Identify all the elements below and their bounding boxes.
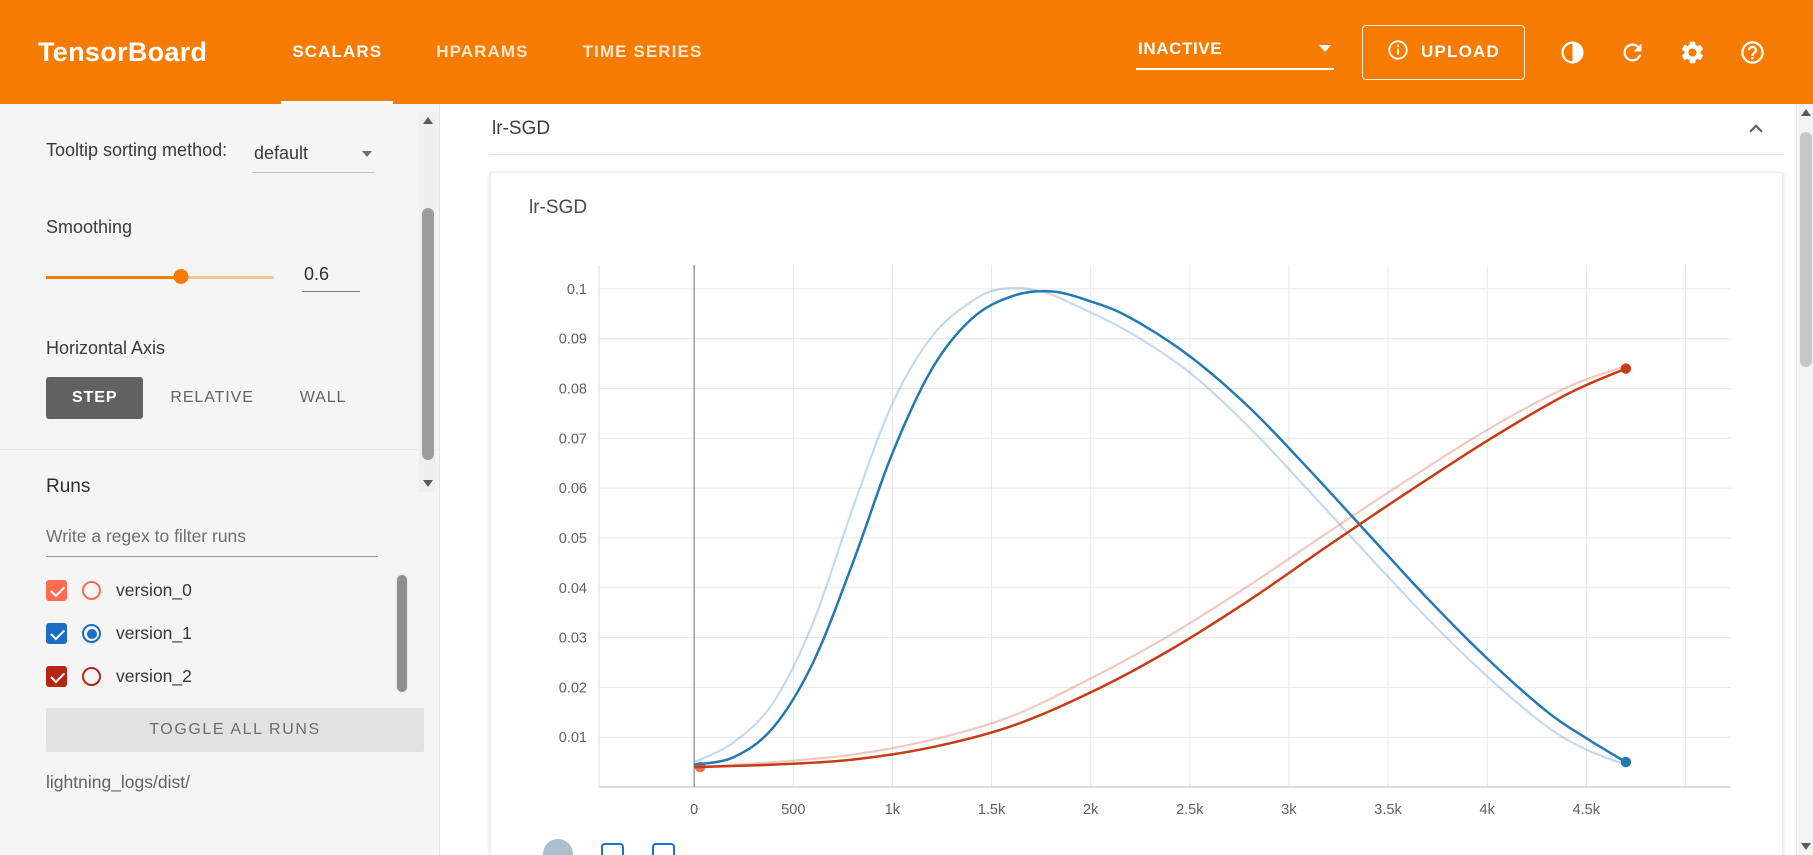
svg-text:0.02: 0.02: [559, 680, 587, 696]
smoothing-slider[interactable]: [46, 269, 274, 285]
chart-group-title: lr-SGD: [492, 118, 551, 139]
page-scrollbar[interactable]: [1796, 104, 1813, 855]
scroll-down-arrow[interactable]: [1797, 838, 1813, 855]
horizontal-axis-label: Horizontal Axis: [46, 338, 166, 358]
runs-filter-input[interactable]: [46, 520, 378, 557]
svg-text:0.08: 0.08: [559, 382, 587, 398]
scroll-up-arrow[interactable]: [1797, 104, 1813, 121]
info-icon: [1387, 39, 1409, 66]
svg-text:0.09: 0.09: [559, 332, 587, 348]
svg-text:1k: 1k: [885, 802, 901, 818]
settings-icon[interactable]: [1677, 37, 1707, 67]
run-checkbox[interactable]: [46, 666, 67, 687]
caret-down-icon: [1319, 45, 1332, 52]
axis-relative-button[interactable]: RELATIVE: [151, 377, 272, 419]
smoothing-block: Smoothing 0.6: [46, 217, 375, 292]
svg-text:4.5k: 4.5k: [1573, 802, 1601, 818]
fit-domain-icon[interactable]: [652, 842, 675, 855]
scrollbar-thumb[interactable]: [1799, 132, 1812, 367]
tooltip-sorting-select[interactable]: default: [252, 138, 375, 173]
svg-text:0.07: 0.07: [559, 431, 587, 447]
status-dropdown-value: INACTIVE: [1138, 38, 1223, 58]
smoothing-value[interactable]: 0.6: [302, 262, 360, 292]
svg-text:1.5k: 1.5k: [978, 802, 1006, 818]
horizontal-axis-block: Horizontal Axis STEP RELATIVE WALL: [46, 338, 375, 419]
svg-text:0.1: 0.1: [567, 282, 587, 298]
run-row[interactable]: version_1: [46, 612, 384, 655]
sidebar-scrollbar[interactable]: [419, 112, 436, 492]
svg-text:0.04: 0.04: [559, 581, 587, 597]
theme-toggle-icon[interactable]: [1557, 37, 1587, 67]
svg-text:0.06: 0.06: [559, 481, 587, 497]
log-directory-label: lightning_logs/dist/: [46, 772, 190, 792]
refresh-icon[interactable]: [1617, 37, 1647, 67]
chart-title: lr-SGD: [529, 197, 588, 218]
main-tabs: SCALARS HPARAMS TIME SERIES: [265, 0, 729, 104]
run-checkbox[interactable]: [46, 623, 67, 644]
help-icon[interactable]: [1737, 37, 1767, 67]
scroll-up-arrow[interactable]: [419, 112, 436, 129]
run-row[interactable]: version_0: [46, 569, 384, 612]
upload-button[interactable]: UPLOAD: [1362, 24, 1525, 80]
status-dropdown[interactable]: INACTIVE: [1136, 35, 1335, 70]
svg-text:0: 0: [690, 802, 698, 818]
scalar-chart-card: lr-SGD 0.01 0.02 0.03 0.04 0.05 0.06 0.07 0.08 0…: [490, 172, 1783, 855]
svg-text:0.01: 0.01: [559, 730, 587, 746]
fullscreen-icon[interactable]: [601, 842, 624, 855]
run-radio[interactable]: [82, 581, 101, 600]
run-row[interactable]: version_2: [46, 655, 384, 698]
main-content: lr-SGD lr-SGD 0.01 0.02 0.03 0.04 0.05 0.06 0.…: [440, 104, 1813, 855]
chart-toolbar: [543, 839, 1770, 855]
tooltip-sorting-label: Tooltip sorting method:: [46, 140, 228, 160]
horizontal-axis-options: STEP RELATIVE WALL: [46, 377, 375, 419]
run-checkbox[interactable]: [46, 580, 67, 601]
run-list: version_0 version_1 version_2: [46, 569, 424, 698]
chart-group-header[interactable]: lr-SGD: [490, 104, 1783, 155]
svg-text:3k: 3k: [1281, 802, 1297, 818]
lr-sgd-chart[interactable]: 0.01 0.02 0.03 0.04 0.05 0.06 0.07 0.08 0.09 0.1 0…: [511, 229, 1767, 829]
svg-text:2.5k: 2.5k: [1176, 802, 1204, 818]
svg-text:4k: 4k: [1480, 802, 1496, 818]
upload-label: UPLOAD: [1421, 42, 1500, 61]
run-radio[interactable]: [82, 667, 101, 686]
run-list-scrollbar[interactable]: [395, 573, 408, 694]
tab-hparams[interactable]: HPARAMS: [436, 42, 529, 61]
smoothing-label: Smoothing: [46, 217, 133, 237]
header-icon-group: [1557, 37, 1767, 67]
app-title[interactable]: TensorBoard: [38, 36, 208, 67]
circle-icon[interactable]: [543, 839, 573, 855]
tab-time-series[interactable]: TIME SERIES: [582, 42, 703, 61]
svg-text:3.5k: 3.5k: [1374, 802, 1402, 818]
run-radio[interactable]: [82, 624, 101, 643]
tooltip-sorting-row: Tooltip sorting method: default: [46, 138, 375, 173]
smoothing-slider-row: 0.6: [46, 262, 375, 292]
runs-section: Runs version_0 version_1: [0, 450, 439, 855]
slider-thumb[interactable]: [173, 269, 189, 284]
scrollbar-thumb[interactable]: [421, 208, 434, 460]
dropdown-arrow-icon: [362, 150, 372, 157]
toggle-all-runs-button[interactable]: TOGGLE ALL RUNS: [46, 708, 424, 752]
svg-text:2k: 2k: [1083, 802, 1099, 818]
chevron-up-icon[interactable]: [1739, 112, 1773, 146]
tooltip-sorting-value: default: [254, 143, 309, 163]
runs-title: Runs: [46, 476, 91, 497]
settings-sidebar: Tooltip sorting method: default Smoothin…: [0, 104, 440, 855]
run-label: version_0: [116, 580, 192, 600]
slider-fill: [46, 276, 181, 279]
svg-text:0.03: 0.03: [559, 631, 587, 647]
app-header: TensorBoard SCALARS HPARAMS TIME SERIES …: [0, 0, 1813, 104]
scrollbar-thumb[interactable]: [396, 575, 407, 692]
tab-scalars[interactable]: SCALARS: [265, 0, 409, 104]
svg-text:500: 500: [781, 802, 805, 818]
header-actions: INACTIVE UPLOAD: [1136, 0, 1767, 104]
general-settings-section: Tooltip sorting method: default Smoothin…: [0, 104, 439, 492]
axis-step-button[interactable]: STEP: [46, 377, 144, 419]
run-label: version_1: [116, 623, 192, 643]
scroll-down-arrow[interactable]: [419, 475, 436, 492]
run-label: version_2: [116, 666, 192, 686]
page-body: Tooltip sorting method: default Smoothin…: [0, 104, 1813, 855]
svg-text:0.05: 0.05: [559, 531, 587, 547]
axis-wall-button[interactable]: WALL: [281, 377, 366, 419]
